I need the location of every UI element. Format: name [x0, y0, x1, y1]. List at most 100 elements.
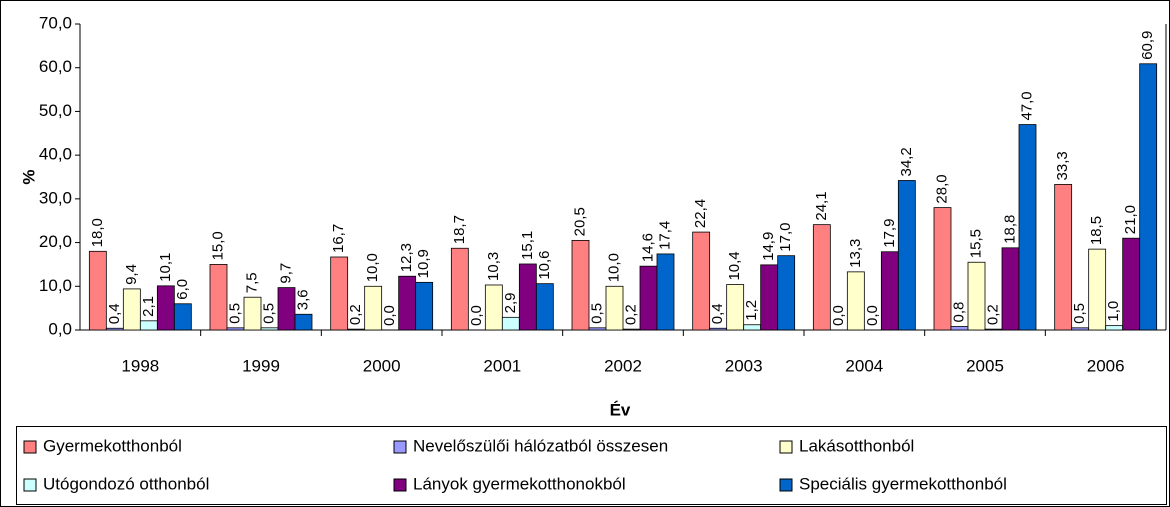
bar	[777, 255, 796, 331]
data-label: 0,2	[984, 304, 1001, 325]
bar	[501, 316, 520, 331]
bar	[122, 288, 141, 331]
bar	[984, 328, 1003, 331]
y-tick-label: 10,0	[39, 276, 72, 295]
data-label: 15,5	[967, 229, 984, 258]
bar	[812, 224, 831, 331]
data-label: 0,4	[709, 303, 726, 324]
data-label: 15,0	[209, 231, 226, 260]
data-label: 7,5	[243, 272, 260, 293]
bar	[571, 239, 590, 331]
bar	[415, 281, 434, 331]
data-label: 0,0	[864, 305, 881, 326]
data-label: 10,0	[605, 253, 622, 282]
data-label: 22,4	[692, 199, 709, 228]
bar	[139, 320, 158, 331]
y-tick-label: 0,0	[48, 319, 72, 338]
data-label: 28,0	[933, 174, 950, 203]
bar	[1139, 63, 1158, 331]
data-label: 0,5	[588, 303, 605, 324]
x-tick-label: 1999	[242, 356, 280, 375]
legend-swatch	[779, 440, 793, 454]
data-label: 3,6	[294, 289, 311, 310]
bar	[933, 207, 952, 331]
legend-swatch	[393, 440, 407, 454]
y-axis-title: %	[19, 169, 38, 184]
data-label: 6,0	[174, 279, 191, 300]
data-label: 10,3	[485, 252, 502, 281]
x-tick-label: 2006	[1087, 356, 1125, 375]
x-tick-label: 2001	[483, 356, 521, 375]
data-label: 14,6	[639, 233, 656, 262]
y-tick-label: 60,0	[39, 57, 72, 76]
bar	[605, 285, 624, 331]
bar	[535, 283, 554, 331]
bar	[1018, 124, 1037, 331]
legend-box	[16, 426, 1167, 505]
bar	[484, 284, 503, 331]
legend-label: Lányok gyermekotthonokból	[413, 474, 626, 493]
bar	[897, 180, 916, 331]
bar	[1001, 247, 1020, 331]
data-label: 0,4	[106, 303, 123, 324]
x-tick-label: 1998	[121, 356, 159, 375]
bar	[88, 250, 107, 331]
legend-swatch	[393, 478, 407, 492]
data-label: 18,0	[89, 218, 106, 247]
legend-label: Lakásotthonból	[799, 436, 914, 455]
data-label: 18,5	[1088, 216, 1105, 245]
bar	[330, 256, 349, 331]
bar	[347, 328, 366, 331]
bar	[950, 326, 969, 331]
bar	[846, 271, 865, 331]
bar	[1054, 184, 1073, 331]
data-label: 0,2	[347, 304, 364, 325]
data-label: 13,3	[847, 239, 864, 268]
legend-label: Gyermekotthonból	[43, 436, 182, 455]
data-label: 14,9	[760, 232, 777, 261]
data-label: 9,4	[123, 264, 140, 285]
data-label: 10,4	[726, 251, 743, 280]
bar	[226, 327, 245, 331]
legend-label: Nevelőszülői hálózatból összesen	[413, 436, 668, 455]
x-tick-label: 2000	[363, 356, 401, 375]
data-label: 1,2	[743, 300, 760, 321]
data-label: 15,1	[519, 231, 536, 260]
data-label: 60,9	[1139, 31, 1156, 60]
data-label: 18,7	[451, 215, 468, 244]
bar	[105, 327, 124, 331]
bar	[639, 265, 658, 331]
bar	[260, 327, 279, 331]
bar	[277, 287, 296, 331]
bar	[1071, 327, 1090, 331]
legend-swatch	[779, 478, 793, 492]
y-tick-label: 50,0	[39, 101, 72, 120]
bar	[726, 284, 745, 331]
data-label: 17,0	[777, 222, 794, 251]
data-label: 9,7	[277, 263, 294, 284]
bar	[622, 328, 641, 331]
data-label: 0,5	[226, 303, 243, 324]
data-label: 0,2	[622, 304, 639, 325]
data-label: 24,1	[813, 191, 830, 220]
legend-label: Speciális gyermekotthonból	[799, 474, 1007, 493]
data-label: 47,0	[1018, 91, 1035, 120]
bar	[209, 264, 228, 331]
bar	[294, 313, 313, 331]
data-label: 0,0	[830, 305, 847, 326]
x-tick-label: 2002	[604, 356, 642, 375]
bar	[173, 303, 192, 331]
data-label: 0,5	[1071, 303, 1088, 324]
y-tick-label: 70,0	[39, 13, 72, 32]
x-tick-label: 2005	[966, 356, 1004, 375]
bar	[709, 327, 728, 331]
bar	[1105, 325, 1124, 331]
data-label: 0,0	[381, 305, 398, 326]
bar	[588, 327, 607, 331]
bar	[1122, 237, 1141, 331]
data-label: 20,5	[571, 207, 588, 236]
bar	[656, 253, 675, 331]
data-label: 1,0	[1105, 301, 1122, 322]
data-label: 17,4	[656, 221, 673, 250]
